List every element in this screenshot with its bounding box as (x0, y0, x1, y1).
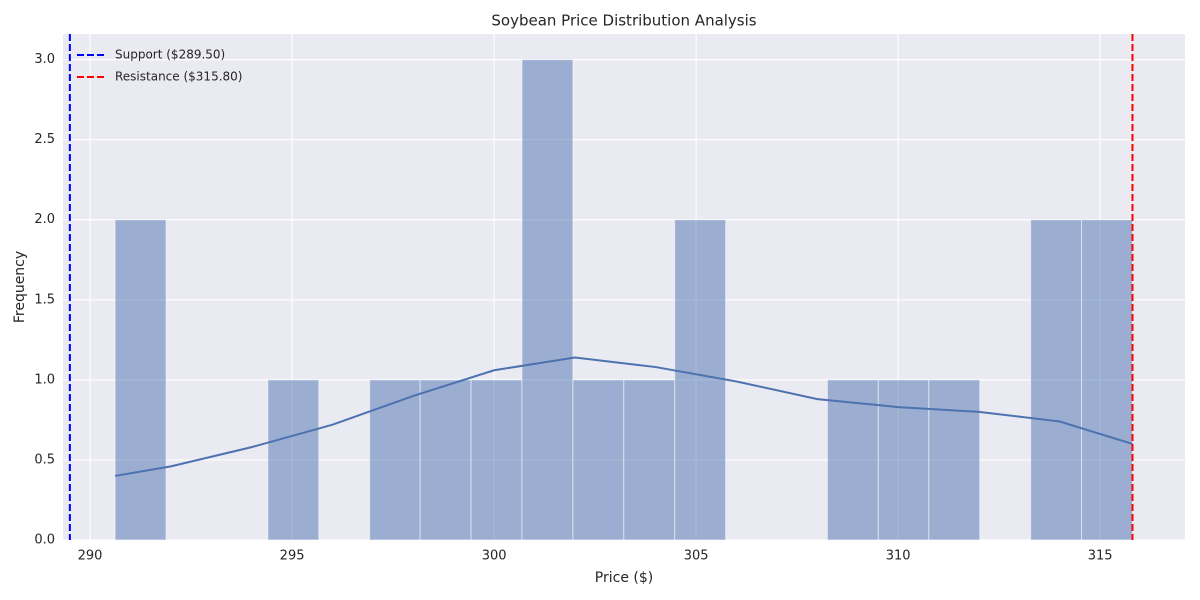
y-tick-label: 0.5 (34, 452, 55, 467)
kde-line (114, 356, 1133, 477)
bar (928, 379, 981, 541)
x-tick-label: 295 (280, 549, 305, 564)
x-tick-label: 315 (1088, 549, 1113, 564)
bar (114, 219, 167, 541)
bar (572, 379, 625, 541)
bar (1030, 219, 1083, 541)
bar (1081, 219, 1133, 541)
x-tick-label: 305 (684, 549, 709, 564)
x-tick-label: 310 (886, 549, 911, 564)
x-axis-label: Price ($) (595, 570, 653, 586)
y-tick-label: 1.5 (34, 292, 55, 307)
bar (623, 379, 676, 541)
y-tick-label: 2.0 (34, 212, 55, 227)
bar (419, 379, 472, 541)
y-tick-label: 1.0 (34, 372, 55, 387)
bar (674, 219, 727, 541)
y-axis-label: Frequency (12, 251, 28, 323)
y-tick-label: 2.5 (34, 132, 55, 147)
x-tick-label: 300 (482, 549, 507, 564)
bar (470, 379, 523, 541)
bar (369, 379, 421, 541)
chart-title: Soybean Price Distribution Analysis (491, 12, 756, 30)
legend-label: Resistance ($315.80) (115, 70, 242, 84)
bar (877, 379, 930, 541)
bar (826, 379, 879, 541)
y-tick-label: 0.0 (34, 533, 55, 548)
x-tick-label: 290 (78, 549, 103, 564)
y-tick-label: 3.0 (34, 52, 55, 67)
bar (267, 379, 320, 541)
legend-label: Support ($289.50) (115, 48, 225, 62)
bar (521, 59, 574, 541)
